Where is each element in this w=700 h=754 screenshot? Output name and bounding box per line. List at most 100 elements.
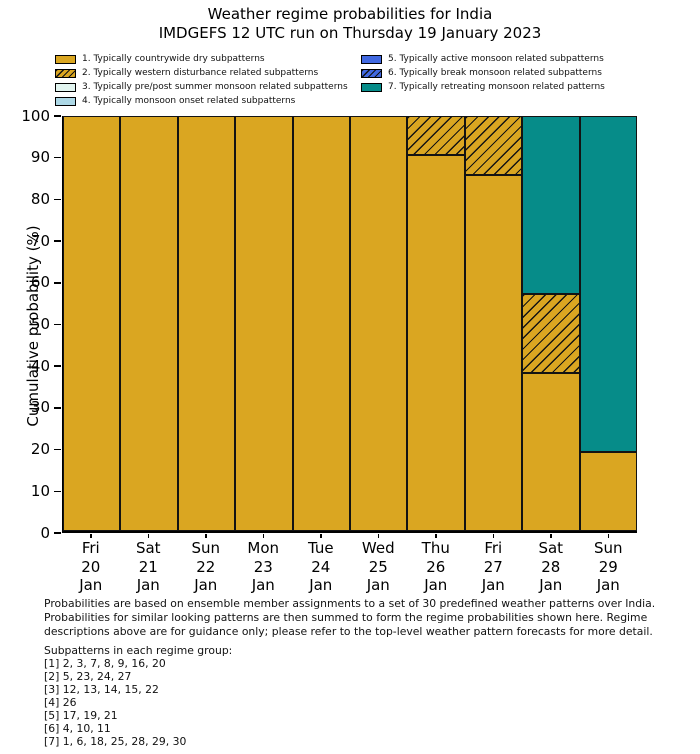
- x-tick-label-line: 23: [253, 557, 273, 576]
- y-tick-label: 50: [30, 315, 50, 333]
- subpattern-line: [5] 17, 19, 21: [44, 709, 118, 722]
- chart-subtitle: IMDGEFS 12 UTC run on Thursday 19 Januar…: [158, 24, 542, 42]
- y-tick-mark: [54, 532, 61, 534]
- x-tick-label-line: Jan: [424, 576, 448, 594]
- x-tick-label: Fri 27 Jan: [465, 539, 523, 595]
- legend-label: 5. Typically active monsoon related subp…: [388, 54, 604, 64]
- x-tick-label-line: 22: [196, 557, 216, 576]
- subpatterns-title: Subpatterns in each regime group:: [44, 644, 233, 657]
- x-tick-mark: [90, 534, 92, 538]
- subpattern-line: [3] 12, 13, 14, 15, 22: [44, 683, 159, 696]
- subpattern-line: [7] 1, 6, 18, 25, 28, 29, 30: [44, 735, 187, 748]
- legend-item: 5. Typically active monsoon related subp…: [361, 52, 605, 66]
- y-tick-mark: [54, 323, 61, 326]
- x-tick-label-line: Wed: [361, 539, 395, 557]
- legend-label: 2. Typically western disturbance related…: [82, 68, 319, 78]
- x-tick-label-line: Jan: [539, 576, 563, 594]
- bar: [177, 116, 236, 531]
- bar: [120, 116, 178, 531]
- x-tick-label-line: Jan: [309, 576, 333, 594]
- x-tick-label: Mon 23 Jan: [235, 539, 293, 595]
- legend-label: 4. Typically monsoon onset related subpa…: [82, 96, 296, 106]
- y-tick-label: 100: [21, 106, 50, 125]
- y-tick-label: 90: [30, 148, 50, 167]
- x-tick-label-line: Jan: [194, 576, 218, 594]
- x-tick-label-line: Sat: [135, 539, 161, 557]
- hatched-swatch-icon: [361, 68, 382, 78]
- x-tick-label-line: 29: [598, 557, 618, 576]
- x-tick-label-line: Jan: [136, 576, 160, 594]
- x-tick-label-line: 28: [541, 557, 561, 576]
- bar-segment: [407, 116, 465, 156]
- color-swatch-icon: [55, 82, 76, 92]
- bar-segment: [522, 116, 580, 295]
- bar-segment: [464, 175, 523, 531]
- legend-col-left: 1. Typically countrywide dry subpatterns…: [55, 52, 348, 108]
- subpattern-line: [1] 2, 3, 7, 8, 9, 16, 20: [44, 657, 166, 670]
- hatched-swatch-icon: [55, 68, 76, 78]
- bar-segment: [522, 294, 580, 373]
- x-tick-label: Sun 29 Jan: [580, 539, 638, 595]
- footnote-line: Probabilities for similar looking patter…: [44, 611, 648, 624]
- footnote-line: Probabilities are based on ensemble memb…: [44, 597, 656, 610]
- x-tick-label-line: 27: [483, 557, 503, 576]
- x-tick-label-line: Sun: [593, 539, 623, 557]
- legend-item: 2. Typically western disturbance related…: [55, 66, 348, 80]
- y-tick-label: 20: [30, 440, 50, 459]
- y-tick-mark: [54, 156, 61, 159]
- x-tick-label-line: Jan: [251, 576, 275, 594]
- x-tick-label-line: 25: [368, 557, 388, 576]
- bar-segment: [120, 116, 178, 531]
- x-tick-label-line: Sun: [191, 539, 221, 557]
- x-tick-label-line: Mon: [247, 539, 280, 557]
- x-tick-label: Fri 20 Jan: [62, 539, 120, 595]
- bar: [292, 116, 351, 531]
- bar: [579, 116, 638, 531]
- subpatterns-block: Subpatterns in each regime group: [1] 2,…: [44, 644, 232, 748]
- y-tick-label: 40: [30, 356, 50, 375]
- chart-title-block: Weather regime probabilities for India I…: [0, 5, 700, 43]
- legend-label: 7. Typically retreating monsoon related …: [388, 82, 605, 92]
- y-tick-mark: [54, 198, 61, 201]
- bar: [522, 116, 580, 531]
- x-tick-label: Wed 25 Jan: [350, 539, 408, 595]
- bars: [63, 116, 638, 531]
- x-tick-mark: [147, 534, 149, 538]
- x-tick-label: Sat 21 Jan: [120, 539, 178, 595]
- y-tick-mark: [54, 407, 61, 409]
- bar-segment: [579, 116, 638, 453]
- legend-label: 3. Typically pre/post summer monsoon rel…: [82, 82, 348, 92]
- bar: [407, 116, 465, 531]
- x-tick-label: Thu 26 Jan: [407, 539, 465, 595]
- y-tick-label: 30: [30, 398, 50, 417]
- bar: [235, 116, 293, 531]
- x-tick-label-line: Fri: [81, 539, 100, 557]
- bar-segment: [350, 116, 408, 531]
- legend-label: 1. Typically countrywide dry subpatterns: [82, 54, 265, 64]
- y-tick-labels: 0 10 20 30 40 50 60 70 80 90 100: [0, 108, 50, 540]
- y-tick-mark: [54, 282, 61, 284]
- y-tick-mark: [54, 365, 61, 367]
- x-tick-mark: [205, 534, 207, 538]
- subpattern-line: [6] 4, 10, 11: [44, 722, 111, 735]
- x-tick-label: Sun 22 Jan: [177, 539, 235, 595]
- x-tick-label-line: Sat: [538, 539, 564, 557]
- x-tick-mark: [607, 534, 609, 538]
- bar-segment: [464, 116, 523, 176]
- legend-item: 1. Typically countrywide dry subpatterns: [55, 52, 348, 66]
- y-tick-marks: [54, 115, 62, 534]
- y-tick-label: 60: [30, 273, 50, 292]
- chart-title: Weather regime probabilities for India: [207, 5, 493, 23]
- legend-item: 4. Typically monsoon onset related subpa…: [55, 94, 348, 108]
- footnote-line: descriptions above are for guidance only…: [44, 625, 653, 638]
- x-tick-label-line: Fri: [484, 539, 503, 557]
- x-tick-mark: [492, 534, 494, 538]
- y-tick-label: 70: [30, 231, 50, 250]
- bar-segment: [522, 372, 580, 531]
- legend-item: 6. Typically break monsoon related subpa…: [361, 66, 605, 80]
- color-swatch-icon: [361, 54, 382, 64]
- y-tick-label: 80: [30, 189, 50, 208]
- subpattern-line: [4] 26: [44, 696, 77, 709]
- legend-item: 7. Typically retreating monsoon related …: [361, 80, 605, 94]
